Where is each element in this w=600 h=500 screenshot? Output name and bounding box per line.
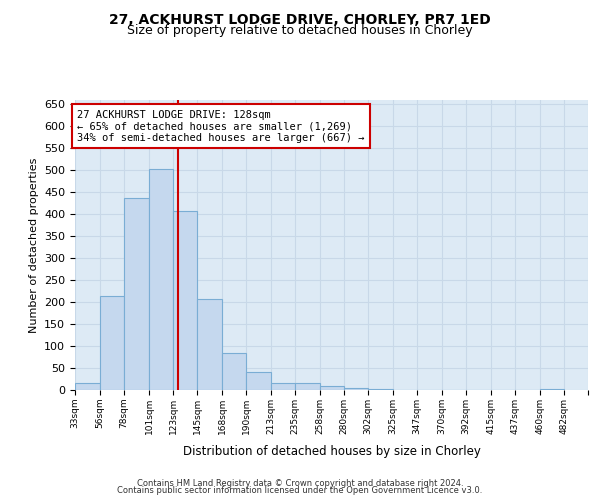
Bar [197,299,222,390]
Bar [344,388,368,390]
Bar [149,169,173,390]
Bar [368,389,393,390]
Bar [540,389,564,390]
Text: Size of property relative to detached houses in Chorley: Size of property relative to detached ho… [127,24,473,37]
Bar [100,296,124,390]
Bar [320,386,344,390]
Text: 27, ACKHURST LODGE DRIVE, CHORLEY, PR7 1ED: 27, ACKHURST LODGE DRIVE, CHORLEY, PR7 1… [109,12,491,26]
Bar [75,382,100,390]
Text: Contains HM Land Registry data © Crown copyright and database right 2024.: Contains HM Land Registry data © Crown c… [137,478,463,488]
Bar [271,382,295,390]
Bar [173,210,197,390]
Bar [246,372,271,390]
Y-axis label: Number of detached properties: Number of detached properties [29,158,38,332]
Bar [124,198,149,390]
Text: Contains public sector information licensed under the Open Government Licence v3: Contains public sector information licen… [118,486,482,495]
Text: 27 ACKHURST LODGE DRIVE: 128sqm
← 65% of detached houses are smaller (1,269)
34%: 27 ACKHURST LODGE DRIVE: 128sqm ← 65% of… [77,110,365,143]
Bar [222,352,246,390]
Bar [295,384,320,390]
X-axis label: Distribution of detached houses by size in Chorley: Distribution of detached houses by size … [182,445,481,458]
